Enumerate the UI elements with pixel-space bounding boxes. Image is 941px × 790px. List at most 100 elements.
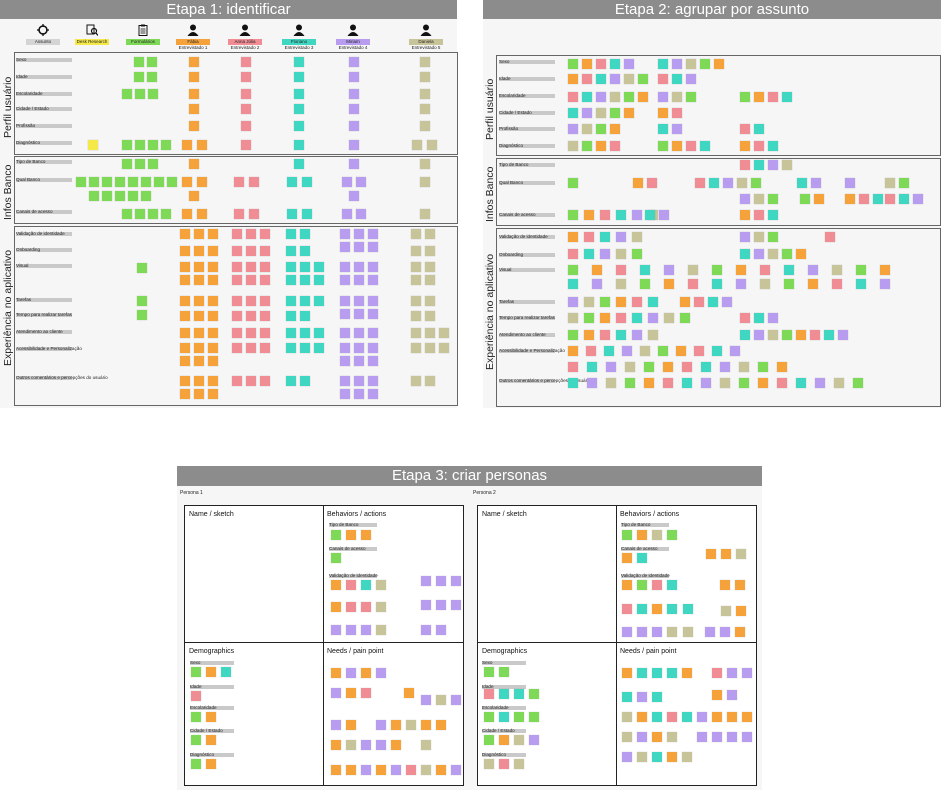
persona-note-122 (622, 692, 632, 702)
stage2-note-197 (720, 362, 730, 372)
persona-note-33 (206, 759, 216, 769)
stage1-row-label-2-2: Visual (16, 263, 29, 268)
stage1-note-168 (286, 311, 296, 321)
stage1-row-label-2-4-bar (16, 313, 72, 317)
persona-note-103 (484, 712, 494, 722)
persona-note-80 (720, 580, 730, 590)
persona-note-102 (529, 689, 539, 699)
stage2-note-198 (739, 362, 749, 372)
stage2-row-label-1-2-bar (499, 213, 555, 217)
stage1-note-174 (208, 328, 218, 338)
user-icon (239, 23, 251, 36)
persona-note-132 (697, 712, 707, 722)
stage1-row-label-2-6: Acessibilidade e Personalização (16, 346, 82, 351)
persona-1-behavior-label-0-bar (329, 523, 377, 527)
stage2-note-116 (568, 265, 578, 275)
persona-note-10 (451, 576, 461, 586)
user-icon (420, 23, 432, 36)
stage1-note-75 (122, 209, 132, 219)
stage2-note-155 (584, 313, 594, 323)
persona-note-141 (712, 732, 722, 742)
persona-note-79 (667, 580, 677, 590)
stage2-row-label-0-2-bar (499, 94, 555, 98)
stage2-note-36 (624, 108, 634, 118)
persona-note-101 (514, 689, 524, 699)
persona-note-39 (331, 688, 341, 698)
stage2-note-85 (913, 194, 923, 204)
stage1-note-70 (115, 191, 125, 201)
stage2-note-34 (596, 108, 606, 118)
stage1-section-perfil (14, 52, 458, 155)
stage2-note-106 (568, 249, 578, 259)
stage2-note-29 (754, 92, 764, 102)
persona-2-demo-label-4-bar (482, 753, 526, 757)
stage1-row-label-2-0: Validação de identidade (16, 231, 65, 236)
persona-note-111 (484, 759, 494, 769)
persona-note-70 (667, 530, 677, 540)
stage1-note-195 (260, 343, 270, 353)
stage1-note-9 (189, 72, 199, 82)
persona-note-143 (742, 732, 752, 742)
stage1-note-107 (232, 246, 242, 256)
stage2-note-140 (808, 279, 818, 289)
stage1-row-label-1-2: Canais de acesso (16, 209, 53, 214)
stage1-note-7 (134, 72, 144, 82)
stage2-note-114 (782, 249, 792, 259)
stage1-row-label-2-0-bar (16, 232, 72, 236)
stage2-note-12 (596, 74, 606, 84)
stage1-note-56 (141, 177, 151, 187)
stage1-note-93 (260, 229, 270, 239)
stage1-note-171 (425, 311, 435, 321)
persona-note-74 (721, 549, 731, 559)
stage1-row-label-0-1: Idade (16, 74, 28, 79)
stage2-note-46 (754, 124, 764, 134)
stage1-note-167 (260, 311, 270, 321)
stage1-note-91 (232, 229, 242, 239)
persona-2-needs: Needs / pain point (620, 648, 677, 655)
stage1-note-160 (411, 296, 421, 306)
persona-note-117 (667, 668, 677, 678)
stage1-note-58 (167, 177, 177, 187)
stage2-note-119 (640, 265, 650, 275)
stage1-note-112 (411, 246, 421, 256)
persona-note-144 (622, 752, 632, 762)
persona-note-17 (451, 600, 461, 610)
stage2-note-149 (648, 297, 658, 307)
stage1-note-164 (208, 311, 218, 321)
stage2-note-117 (592, 265, 602, 275)
stage1-row-label-1-0-bar (16, 160, 72, 164)
persona-note-27 (191, 691, 201, 701)
stage1-note-84 (302, 209, 312, 219)
stage1-note-57 (154, 177, 164, 187)
stage2-note-158 (632, 313, 642, 323)
stage2-note-10 (568, 74, 578, 84)
stage1-row-label-0-2-bar (16, 92, 72, 96)
stage2-note-87 (584, 210, 594, 220)
stage1-note-77 (148, 209, 158, 219)
persona-note-88 (736, 606, 746, 616)
stage2-note-129 (880, 265, 890, 275)
stage1-row-label-0-4-bar (16, 124, 72, 128)
stage1-note-206 (425, 343, 435, 353)
stage2-note-41 (596, 124, 606, 134)
stage1-note-136 (340, 275, 350, 285)
persona-note-22 (421, 625, 431, 635)
stage1-note-38 (197, 140, 207, 150)
persona-note-90 (637, 627, 647, 637)
stage2-note-71 (811, 178, 821, 188)
persona-1-name-sketch: Name / sketch (189, 511, 234, 518)
stage1-note-14 (122, 89, 132, 99)
persona-note-127 (622, 712, 632, 722)
stage1-note-0 (134, 57, 144, 67)
persona-note-48 (391, 720, 401, 730)
stage1-note-32 (88, 140, 98, 150)
stage2-note-24 (638, 92, 648, 102)
persona-2-behavior-label-0: Tipo de Banco (621, 522, 651, 527)
stage1-note-141 (411, 275, 421, 285)
stage1-note-46 (148, 159, 158, 169)
stage2-note-42 (610, 124, 620, 134)
stage2-note-107 (584, 249, 594, 259)
persona-note-2 (361, 530, 371, 540)
stage1-note-62 (249, 177, 259, 187)
stage1-note-217 (286, 376, 296, 386)
